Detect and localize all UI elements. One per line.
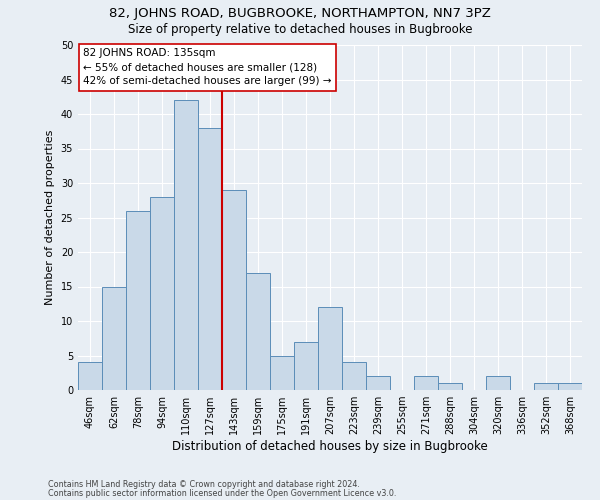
Bar (342, 362, 366, 390)
Bar (150, 197, 174, 390)
Bar (438, 383, 462, 390)
X-axis label: Distribution of detached houses by size in Bugbrooke: Distribution of detached houses by size … (172, 440, 488, 453)
Bar (246, 272, 270, 390)
Y-axis label: Number of detached properties: Number of detached properties (45, 130, 55, 305)
Bar (366, 376, 390, 390)
Bar (414, 376, 438, 390)
Bar (534, 383, 558, 390)
Text: 82 JOHNS ROAD: 135sqm
← 55% of detached houses are smaller (128)
42% of semi-det: 82 JOHNS ROAD: 135sqm ← 55% of detached … (83, 48, 332, 86)
Bar (198, 128, 222, 390)
Bar (222, 190, 246, 390)
Bar (486, 376, 510, 390)
Text: 82, JOHNS ROAD, BUGBROOKE, NORTHAMPTON, NN7 3PZ: 82, JOHNS ROAD, BUGBROOKE, NORTHAMPTON, … (109, 8, 491, 20)
Text: Contains public sector information licensed under the Open Government Licence v3: Contains public sector information licen… (48, 490, 397, 498)
Bar (318, 307, 342, 390)
Bar (126, 210, 150, 390)
Bar (558, 383, 582, 390)
Bar (294, 342, 318, 390)
Text: Size of property relative to detached houses in Bugbrooke: Size of property relative to detached ho… (128, 22, 472, 36)
Bar (174, 100, 198, 390)
Bar (270, 356, 294, 390)
Text: Contains HM Land Registry data © Crown copyright and database right 2024.: Contains HM Land Registry data © Crown c… (48, 480, 360, 489)
Bar (78, 362, 102, 390)
Bar (102, 286, 126, 390)
